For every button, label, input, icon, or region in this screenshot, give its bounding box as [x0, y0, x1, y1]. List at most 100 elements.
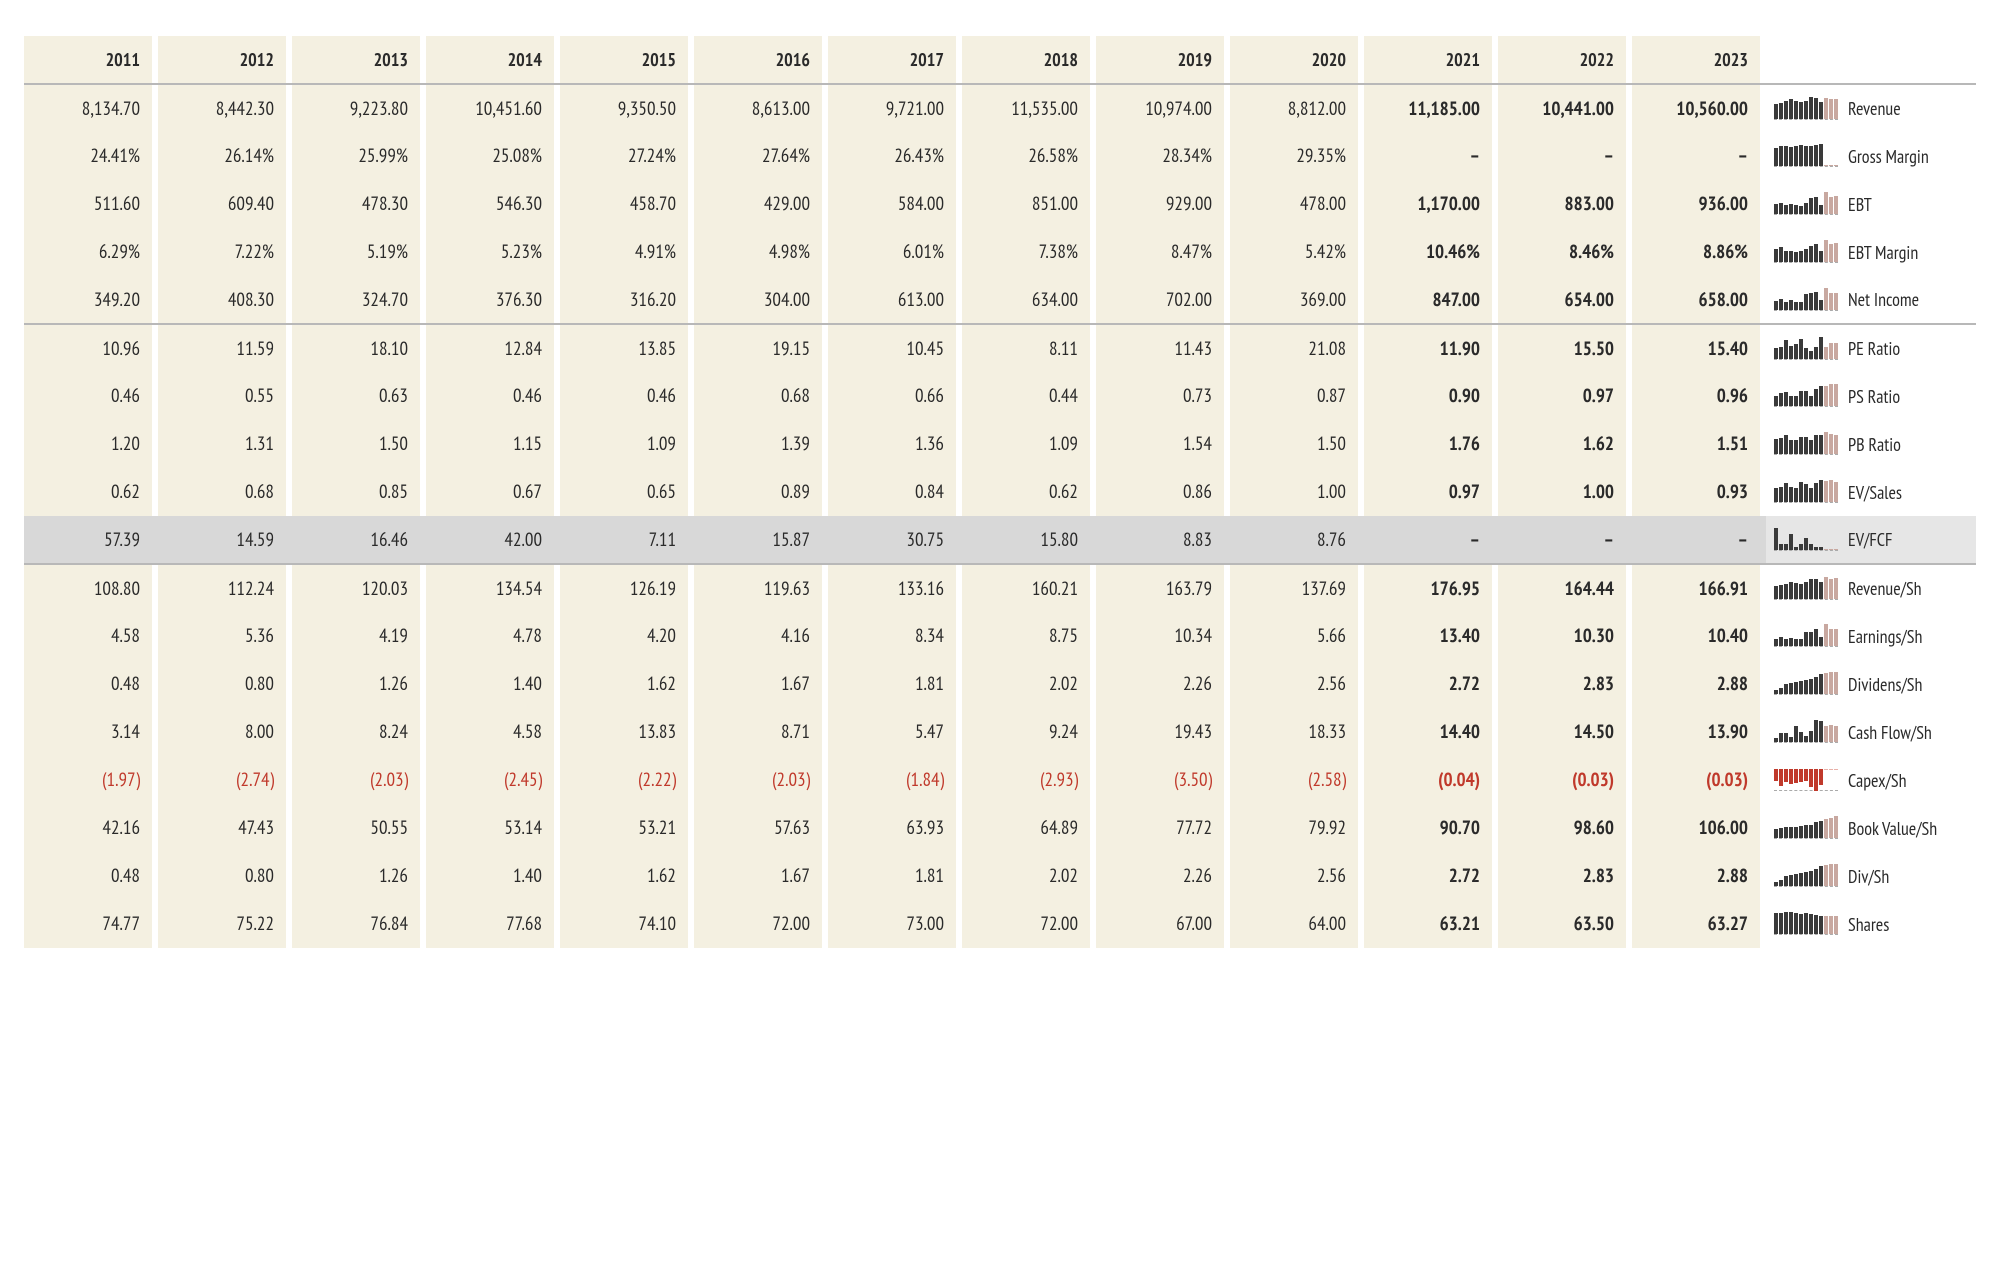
sparkline-icon — [1774, 145, 1838, 167]
cell: 4.58 — [426, 708, 554, 756]
cell: 90.70 — [1364, 804, 1492, 852]
cell: 0.68 — [158, 468, 286, 516]
cell: 30.75 — [828, 516, 956, 564]
cell: 702.00 — [1096, 276, 1224, 324]
sparkline-icon — [1774, 481, 1838, 503]
cell: 634.00 — [962, 276, 1090, 324]
cell: 26.58% — [962, 132, 1090, 180]
cell: (1.97) — [24, 756, 152, 804]
sparkline-icon — [1774, 721, 1838, 743]
cell: 0.44 — [962, 372, 1090, 420]
cell: 1.67 — [694, 660, 822, 708]
cell: 658.00 — [1632, 276, 1760, 324]
sparkline-icon — [1774, 769, 1838, 791]
cell: 0.48 — [24, 660, 152, 708]
sparkline-icon — [1774, 913, 1838, 935]
metric-label: Shares — [1848, 913, 1889, 936]
cell: 3.14 — [24, 708, 152, 756]
metric-label: Cash Flow/Sh — [1848, 721, 1932, 744]
cell: 0.62 — [962, 468, 1090, 516]
cell: 4.78 — [426, 612, 554, 660]
metric-label-cell: Dividens/Sh — [1766, 660, 1976, 708]
cell: 1.09 — [560, 420, 688, 468]
cell: – — [1364, 516, 1492, 564]
cell: 929.00 — [1096, 180, 1224, 228]
cell: 19.43 — [1096, 708, 1224, 756]
cell: 7.22% — [158, 228, 286, 276]
cell: 73.00 — [828, 900, 956, 948]
cell: – — [1632, 516, 1760, 564]
metric-label: Capex/Sh — [1848, 769, 1907, 792]
cell: 2.56 — [1230, 852, 1358, 900]
cell: – — [1498, 132, 1626, 180]
cell: 15.87 — [694, 516, 822, 564]
cell: – — [1364, 132, 1492, 180]
metric-label: Earnings/Sh — [1848, 625, 1922, 648]
year-header: 2015 — [560, 36, 688, 84]
cell: 0.65 — [560, 468, 688, 516]
cell: 53.14 — [426, 804, 554, 852]
cell: (0.04) — [1364, 756, 1492, 804]
cell: 8.11 — [962, 324, 1090, 372]
cell: 26.43% — [828, 132, 956, 180]
cell: (2.93) — [962, 756, 1090, 804]
cell: 1.26 — [292, 852, 420, 900]
cell: 13.85 — [560, 324, 688, 372]
table-row: 0.460.550.630.460.460.680.660.440.730.87… — [24, 372, 1976, 420]
cell: 76.84 — [292, 900, 420, 948]
cell: 0.48 — [24, 852, 152, 900]
cell: 15.80 — [962, 516, 1090, 564]
cell: 458.70 — [560, 180, 688, 228]
table-row: 10.9611.5918.1012.8413.8519.1510.458.111… — [24, 324, 1976, 372]
cell: 349.20 — [24, 276, 152, 324]
cell: 57.39 — [24, 516, 152, 564]
cell: 26.14% — [158, 132, 286, 180]
cell: 19.15 — [694, 324, 822, 372]
cell: 1.40 — [426, 660, 554, 708]
cell: 0.90 — [1364, 372, 1492, 420]
cell: 74.77 — [24, 900, 152, 948]
cell: 4.16 — [694, 612, 822, 660]
table-row: 4.585.364.194.784.204.168.348.7510.345.6… — [24, 612, 1976, 660]
table-row: 42.1647.4350.5553.1453.2157.6363.9364.89… — [24, 804, 1976, 852]
sparkline-icon — [1774, 578, 1838, 600]
year-header: 2014 — [426, 36, 554, 84]
cell: 369.00 — [1230, 276, 1358, 324]
cell: 1.51 — [1632, 420, 1760, 468]
cell: 15.40 — [1632, 324, 1760, 372]
financial-table: 2011201220132014201520162017201820192020… — [24, 36, 1976, 948]
cell: 7.11 — [560, 516, 688, 564]
cell: 0.86 — [1096, 468, 1224, 516]
cell: 24.41% — [24, 132, 152, 180]
cell: 9.24 — [962, 708, 1090, 756]
metric-label-cell: PS Ratio — [1766, 372, 1976, 420]
cell: 4.58 — [24, 612, 152, 660]
cell: 0.84 — [828, 468, 956, 516]
cell: (1.84) — [828, 756, 956, 804]
cell: 8.46% — [1498, 228, 1626, 276]
cell: 72.00 — [694, 900, 822, 948]
table-row: 57.3914.5916.4642.007.1115.8730.7515.808… — [24, 516, 1976, 564]
cell: 8.83 — [1096, 516, 1224, 564]
cell: 0.46 — [560, 372, 688, 420]
cell: 511.60 — [24, 180, 152, 228]
cell: 0.46 — [24, 372, 152, 420]
sparkline-icon — [1774, 625, 1838, 647]
cell: 57.63 — [694, 804, 822, 852]
cell: 2.02 — [962, 660, 1090, 708]
metric-label-cell: EBT Margin — [1766, 228, 1976, 276]
cell: 1.15 — [426, 420, 554, 468]
cell: 11,535.00 — [962, 84, 1090, 132]
cell: 5.19% — [292, 228, 420, 276]
metric-label-cell: Capex/Sh — [1766, 756, 1976, 804]
sparkline-icon — [1774, 289, 1838, 311]
cell: 8.75 — [962, 612, 1090, 660]
cell: 10,441.00 — [1498, 84, 1626, 132]
cell: 2.02 — [962, 852, 1090, 900]
metric-label-cell: EV/Sales — [1766, 468, 1976, 516]
cell: 8,134.70 — [24, 84, 152, 132]
cell: 1.50 — [292, 420, 420, 468]
cell: 1.62 — [560, 660, 688, 708]
metric-label-cell: Shares — [1766, 900, 1976, 948]
cell: 14.59 — [158, 516, 286, 564]
